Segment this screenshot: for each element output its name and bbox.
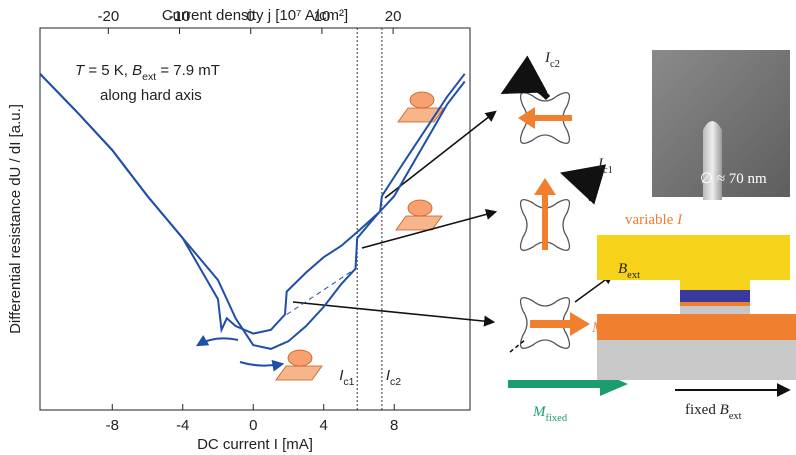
critical-current-label: Ic2 (386, 367, 401, 388)
data-line (40, 74, 465, 349)
annotation: T = 5 K, Bext = 7.9 mT (75, 62, 220, 83)
label-variable: variable I (625, 212, 683, 228)
label-ic2-part: c2 (550, 59, 560, 70)
label-mfixed: Mfixed (532, 404, 568, 424)
label-bext-part: B (618, 261, 627, 277)
annotation-part: B (132, 62, 142, 79)
y-axis-label: Differential resistance dU / dI [a.u.] (7, 104, 24, 334)
critical-current-label: Ic1 (339, 367, 354, 388)
label-fixed-b: fixed Bext (685, 402, 742, 422)
label-variable-part: variable (625, 212, 677, 228)
x-tick-label: -8 (106, 417, 119, 434)
x2-axis-label: Current density j [10⁷ A/cm²] (162, 7, 348, 24)
label-fixed-b-part: fixed (685, 402, 720, 418)
critical-current-label-part: c2 (390, 376, 401, 388)
label-bext-part: ext (627, 270, 640, 281)
x2-tick-label: 20 (385, 8, 402, 25)
x-tick-label: 8 (390, 417, 398, 434)
annotation: along hard axis (100, 87, 202, 104)
label-variable-part: I (676, 212, 683, 228)
label-ic1: Ic1 (597, 156, 613, 176)
sem-label: ∅ ≈ 70 nm (700, 171, 767, 187)
figure: -8-4048-20-1001020DC current I [mA]Curre… (0, 0, 796, 455)
label-ic1-part: c1 (603, 165, 613, 176)
data-line (40, 74, 465, 334)
x-axis-label: DC current I [mA] (197, 436, 313, 453)
critical-current-label-part: c1 (343, 376, 354, 388)
label-fixed-b-part: ext (729, 411, 742, 422)
annotation-part: = 5 K, (84, 62, 132, 79)
x-tick-label: 0 (249, 417, 257, 434)
label-ic2: Ic2 (544, 50, 560, 70)
annotation-part: = 7.9 mT (156, 62, 220, 79)
label-mfixed-part: fixed (546, 413, 568, 424)
annotation-part: ext (142, 71, 156, 83)
x-tick-label: -4 (176, 417, 189, 434)
x2-tick-label: -20 (98, 8, 120, 25)
decorations (198, 50, 796, 396)
label-mfree-part: free (605, 329, 622, 340)
x-tick-label: 4 (320, 417, 328, 434)
label-fixed-b-part: B (720, 402, 729, 418)
